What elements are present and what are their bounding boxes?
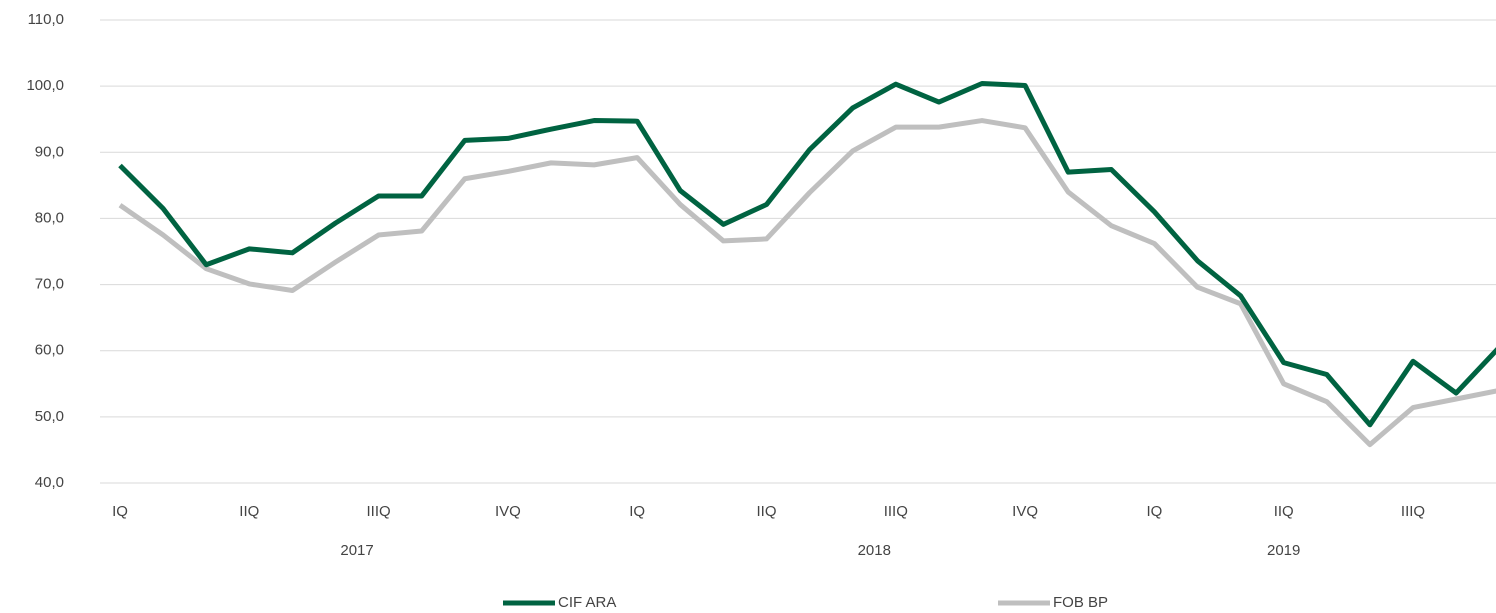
y-tick-label: 70,0 bbox=[35, 276, 64, 293]
x-group-label: 2018 bbox=[858, 542, 891, 559]
x-tick-label: IQ bbox=[1146, 503, 1162, 520]
series-line bbox=[118, 118, 1496, 448]
y-tick-label: 40,0 bbox=[35, 474, 64, 491]
x-tick-label: IIIQ bbox=[1401, 503, 1425, 520]
x-tick-label: IQ bbox=[112, 503, 128, 520]
x-tick-label: IIQ bbox=[756, 503, 776, 520]
legend-label: FOB BP bbox=[1053, 594, 1108, 611]
series-line bbox=[118, 80, 1496, 428]
x-tick-label: IVQ bbox=[1012, 503, 1038, 520]
x-tick-label: IIQ bbox=[239, 503, 259, 520]
x-tick-label: IIIQ bbox=[367, 503, 391, 520]
y-tick-label: 50,0 bbox=[35, 408, 64, 425]
x-tick-label: IIIQ bbox=[884, 503, 908, 520]
y-tick-label: 80,0 bbox=[35, 209, 64, 226]
y-tick-label: 90,0 bbox=[35, 143, 64, 160]
y-tick-label: 110,0 bbox=[28, 11, 64, 28]
y-tick-label: 100,0 bbox=[26, 77, 64, 94]
x-group-label: 2017 bbox=[340, 542, 373, 559]
x-group-label: 2019 bbox=[1267, 542, 1300, 559]
y-tick-label: 60,0 bbox=[35, 342, 64, 359]
x-tick-label: IIQ bbox=[1274, 503, 1294, 520]
legend-label: CIF ARA bbox=[558, 594, 616, 611]
x-tick-label: IQ bbox=[629, 503, 645, 520]
x-tick-label: IVQ bbox=[495, 503, 521, 520]
